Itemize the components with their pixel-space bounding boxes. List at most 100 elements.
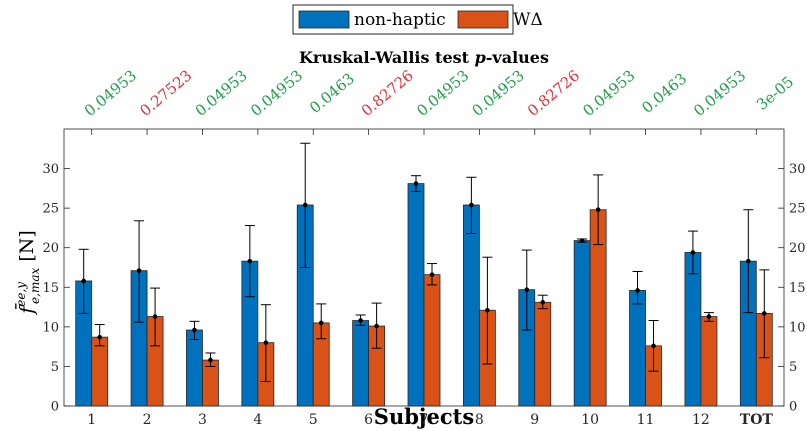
errorbar-wdelta-7 <box>427 263 437 286</box>
p-value-2: 0.27523 <box>136 66 195 120</box>
p-value-TOT: 3e-05 <box>753 73 797 114</box>
errorbar-non-haptic-12 <box>687 230 698 275</box>
errorbar-marker <box>208 357 213 363</box>
errorbar-marker <box>579 238 585 243</box>
errorbar-marker <box>706 314 712 319</box>
y-tick-label-left-20: 20 <box>42 241 59 256</box>
errorbar-non-haptic-4 <box>244 225 255 298</box>
y-tick-label-right-10: 10 <box>789 320 806 335</box>
errorbar-wdelta-9 <box>537 294 548 310</box>
y-tick-label-right-25: 25 <box>789 202 806 217</box>
bar-non-haptic-12 <box>684 252 702 407</box>
bar-non-haptic-7 <box>407 183 425 407</box>
errorbar-marker <box>595 207 601 213</box>
errorbar-marker <box>413 181 419 186</box>
x-tick-label-6: 6 <box>364 412 373 428</box>
p-value-11: 0.0463 <box>638 69 690 117</box>
y-axis-label-sup: ee,y <box>14 282 28 307</box>
errorbar-non-haptic-9 <box>521 249 532 331</box>
errorbar-wdelta-3 <box>205 352 216 367</box>
x-tick-label-2: 2 <box>143 412 152 428</box>
p-value-8: 0.04953 <box>469 66 528 120</box>
errorbar-wdelta-10 <box>593 174 604 246</box>
y-tick-label-right-5: 5 <box>789 360 797 375</box>
y-tick-label-left-0: 0 <box>51 400 59 415</box>
y-tick-label-left-25: 25 <box>42 202 59 217</box>
y-tick-label-left-10: 10 <box>42 320 59 335</box>
errorbar-marker <box>247 258 253 264</box>
errorbar-wdelta-8 <box>482 256 493 365</box>
bar-non-haptic-6 <box>352 320 370 407</box>
errorbar-marker <box>524 287 530 292</box>
legend-swatch-non-haptic <box>298 10 350 29</box>
x-tick-label-11: 11 <box>637 412 655 428</box>
bar-non-haptic-8 <box>462 204 480 407</box>
errorbar-wdelta-11 <box>648 320 659 372</box>
errorbar-marker <box>263 340 269 345</box>
p-value-7: 0.04953 <box>413 66 472 120</box>
errorbar-wdelta-2 <box>150 287 161 347</box>
errorbar-marker <box>192 327 197 333</box>
errorbar-marker <box>746 258 751 264</box>
y-tick-label-left-5: 5 <box>51 360 59 375</box>
errorbar-non-haptic-3 <box>189 320 200 341</box>
y-tick-label-right-15: 15 <box>789 281 806 296</box>
x-tick-label-9: 9 <box>530 412 539 428</box>
x-tick-label-8: 8 <box>475 412 484 428</box>
errorbar-non-haptic-6 <box>355 314 366 326</box>
bar-non-haptic-11 <box>629 290 646 407</box>
y-tick-label-right-30: 30 <box>789 162 806 177</box>
error-bars <box>78 142 770 382</box>
y-tick-label-right-20: 20 <box>789 241 806 256</box>
bar-non-haptic-10 <box>573 240 591 407</box>
errorbar-marker <box>81 278 86 284</box>
errorbar-marker <box>485 307 490 313</box>
errorbar-non-haptic-2 <box>134 220 145 323</box>
bar-wdelta-3 <box>202 359 219 407</box>
errorbar-non-haptic-10 <box>577 238 588 243</box>
errorbar-wdelta-12 <box>703 312 714 322</box>
errorbar-non-haptic-1 <box>78 248 89 314</box>
errorbar-non-haptic-TOT <box>743 209 754 314</box>
errorbar-marker <box>97 334 102 340</box>
x-tick-label-7: 7 <box>420 412 429 428</box>
errorbar-non-haptic-11 <box>632 270 643 305</box>
chart-title: Kruskal-Wallis test p-values <box>299 48 549 67</box>
bar-wdelta-12 <box>700 316 718 407</box>
x-tick-label-1: 1 <box>87 412 96 428</box>
p-value-6: 0.82726 <box>358 66 417 120</box>
errorbar-wdelta-1 <box>94 323 105 347</box>
errorbar-marker <box>429 272 435 277</box>
x-tick-label-4: 4 <box>253 412 262 428</box>
bar-wdelta-1 <box>91 336 109 407</box>
y-axis-label-unit: [N] <box>16 230 38 268</box>
p-value-12: 0.04953 <box>690 66 749 120</box>
bars <box>75 183 773 407</box>
errorbar-wdelta-4 <box>260 304 271 382</box>
y-tick-label-right-0: 0 <box>789 400 797 415</box>
legend-label-wdelta: WΔ <box>513 10 543 30</box>
bar-non-haptic-3 <box>186 329 203 407</box>
errorbar-non-haptic-7 <box>411 175 421 193</box>
p-value-5: 0.0463 <box>306 69 358 117</box>
errorbar-non-haptic-8 <box>466 176 477 234</box>
p-value-9: 0.82726 <box>524 66 583 120</box>
x-tick-label-TOT: TOT <box>740 412 774 428</box>
errorbar-marker <box>762 311 767 316</box>
errorbar-marker <box>540 300 546 305</box>
y-tick-label-left-30: 30 <box>42 162 59 177</box>
x-tick-label-10: 10 <box>581 412 599 428</box>
errorbar-marker <box>635 288 640 293</box>
bar-wdelta-9 <box>534 301 552 407</box>
errorbar-marker <box>152 314 158 319</box>
svg-text:f̄ee,ye,max [N]: f̄ee,ye,max [N] <box>14 230 42 316</box>
x-tick-label-5: 5 <box>309 412 318 428</box>
y-axis-label: f̄ee,ye,max [N] <box>14 230 42 316</box>
legend-label-non-haptic: non-haptic <box>354 10 446 30</box>
x-tick-label-3: 3 <box>198 412 207 428</box>
legend-swatch-wdelta <box>457 10 509 29</box>
errorbar-wdelta-5 <box>316 303 327 340</box>
bar-wdelta-7 <box>423 274 441 407</box>
